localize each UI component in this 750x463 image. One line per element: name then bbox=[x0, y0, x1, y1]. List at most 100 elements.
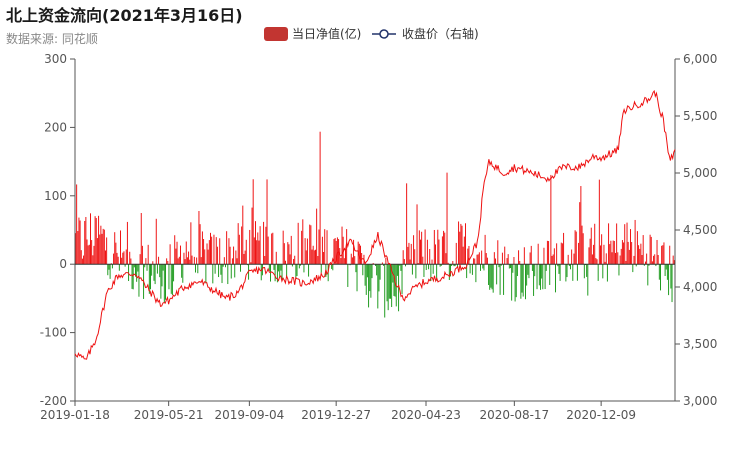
net-flow-bar bbox=[570, 264, 571, 270]
y-left-tick-label: -100 bbox=[40, 326, 67, 340]
net-flow-bar bbox=[448, 264, 450, 280]
net-flow-bar bbox=[597, 264, 599, 281]
net-flow-bar bbox=[151, 264, 153, 276]
net-flow-bar bbox=[141, 245, 143, 265]
net-flow-bar bbox=[515, 264, 517, 298]
legend-line-label[interactable]: 收盘价（右轴) bbox=[402, 26, 479, 41]
net-flow-bar bbox=[343, 258, 345, 265]
net-flow-bar bbox=[184, 259, 186, 265]
net-flow-bar bbox=[114, 232, 116, 265]
net-flow-bar bbox=[531, 264, 533, 271]
net-flow-bar bbox=[551, 255, 553, 265]
net-flow-bar bbox=[154, 264, 156, 285]
net-flow-bar bbox=[400, 264, 402, 271]
net-flow-bar bbox=[238, 234, 240, 265]
net-flow-bar bbox=[384, 264, 386, 318]
net-flow-bar bbox=[491, 264, 493, 290]
net-flow-bar bbox=[587, 264, 589, 296]
net-flow-bar bbox=[252, 179, 254, 265]
net-flow-bar bbox=[582, 233, 584, 265]
net-flow-bar bbox=[155, 218, 157, 265]
net-flow-bar bbox=[168, 264, 170, 290]
net-flow-bar bbox=[461, 225, 463, 265]
y-left-tick-label: -200 bbox=[40, 394, 67, 408]
net-flow-bar bbox=[668, 264, 670, 296]
net-flow-bar bbox=[129, 251, 131, 265]
net-flow-bar bbox=[529, 252, 531, 265]
legend-bar-swatch[interactable] bbox=[264, 27, 288, 41]
legend-line-marker[interactable] bbox=[379, 29, 389, 39]
net-flow-bar bbox=[669, 245, 671, 265]
net-flow-bar bbox=[123, 251, 125, 265]
net-flow-bar bbox=[465, 223, 466, 265]
net-flow-bar bbox=[91, 240, 93, 265]
net-flow-bar bbox=[291, 264, 293, 267]
legend[interactable]: 当日净值(亿) 收盘价（右轴) bbox=[264, 26, 479, 41]
net-flow-bar bbox=[579, 202, 581, 265]
net-flow-bar bbox=[534, 264, 536, 277]
net-flow-bar bbox=[315, 249, 316, 265]
net-flow-bar bbox=[418, 230, 420, 265]
net-flow-bar bbox=[482, 264, 484, 269]
net-flow-bar bbox=[553, 248, 555, 265]
net-flow-bar bbox=[483, 264, 485, 271]
net-flow-bar bbox=[451, 264, 453, 267]
x-tick-label: 2019-05-21 bbox=[134, 408, 204, 422]
net-flow-bar bbox=[640, 243, 642, 265]
net-flow-bar bbox=[411, 264, 413, 275]
net-flow-bar bbox=[242, 205, 244, 265]
net-flow-bar bbox=[630, 229, 631, 265]
net-flow-bar bbox=[174, 235, 176, 265]
net-flow-bar bbox=[555, 264, 556, 293]
net-flow-bar bbox=[96, 238, 98, 265]
net-flow-bar bbox=[360, 245, 361, 265]
net-flow-bar bbox=[225, 264, 226, 268]
net-flow-bar bbox=[214, 264, 216, 274]
net-flow-bar bbox=[508, 264, 510, 269]
net-flow-bar bbox=[198, 211, 200, 265]
net-flow-bar bbox=[255, 221, 256, 265]
net-flow-bar bbox=[390, 264, 391, 299]
net-flow-bar bbox=[657, 255, 659, 265]
net-flow-bar bbox=[672, 255, 674, 265]
net-flow-bar bbox=[647, 264, 649, 286]
net-flow-bar bbox=[600, 245, 601, 265]
net-flow-bar bbox=[116, 252, 118, 265]
net-flow-bar bbox=[552, 254, 554, 265]
net-flow-bar bbox=[454, 264, 456, 267]
net-flow-bar bbox=[417, 263, 419, 265]
y-right-tick-label: 3,500 bbox=[683, 337, 717, 351]
net-flow-bar bbox=[301, 230, 303, 265]
net-flow-bar bbox=[342, 236, 344, 265]
net-flow-bar bbox=[260, 264, 262, 281]
net-flow-bar bbox=[641, 255, 643, 265]
net-flow-bar bbox=[490, 264, 492, 288]
net-flow-bar bbox=[438, 239, 440, 265]
legend-bar-label[interactable]: 当日净值(亿) bbox=[292, 26, 361, 41]
net-flow-bar bbox=[354, 256, 356, 265]
net-flow-bar bbox=[631, 242, 633, 265]
net-flow-bar bbox=[318, 229, 320, 265]
net-flow-bar bbox=[518, 250, 520, 265]
price-line bbox=[74, 89, 676, 360]
net-flow-bar bbox=[580, 186, 582, 265]
net-flow-bar bbox=[305, 250, 307, 265]
net-flow-bar bbox=[220, 264, 222, 275]
net-flow-bar bbox=[544, 264, 546, 290]
net-flow-bar bbox=[463, 236, 465, 265]
net-flow-bar bbox=[627, 241, 629, 265]
net-flow-bar bbox=[341, 226, 343, 265]
net-flow-bar bbox=[274, 264, 276, 282]
net-flow-bar bbox=[298, 264, 300, 269]
net-flow-bar bbox=[139, 254, 141, 265]
net-flow-bar bbox=[295, 264, 297, 279]
net-flow-bar bbox=[572, 264, 574, 281]
net-flow-bar bbox=[145, 258, 147, 265]
net-flow-bar bbox=[611, 252, 613, 265]
net-flow-bar bbox=[311, 249, 313, 265]
net-flow-bar bbox=[165, 264, 166, 300]
net-flow-bar bbox=[137, 264, 139, 272]
net-flow-bar bbox=[280, 264, 282, 271]
net-flow-bar bbox=[115, 242, 117, 265]
net-flow-bar bbox=[608, 223, 610, 265]
